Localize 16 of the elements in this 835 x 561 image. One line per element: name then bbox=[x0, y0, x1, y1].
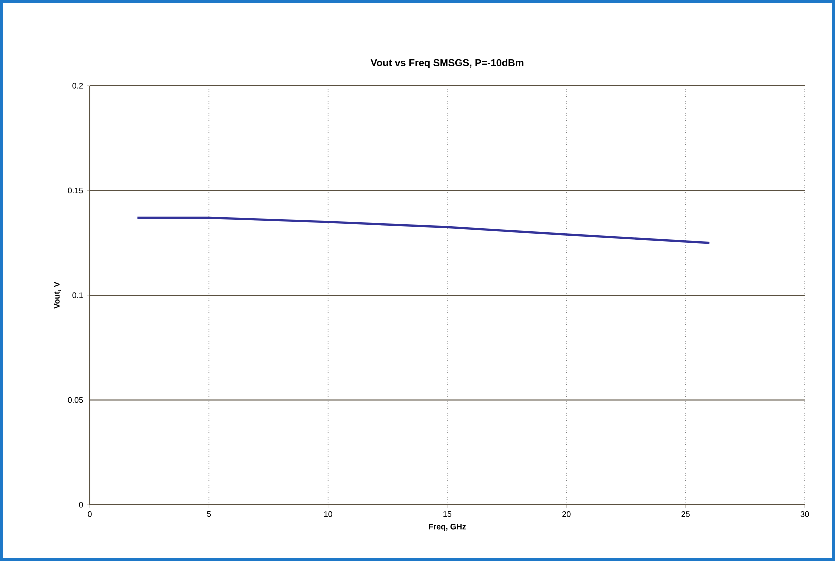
x-tick-label: 10 bbox=[324, 512, 332, 518]
x-tick-label: 15 bbox=[444, 512, 452, 518]
y-tick-label: 0.2 bbox=[72, 83, 84, 89]
y-tick-label: 0.05 bbox=[68, 397, 84, 404]
y-tick-label: 0 bbox=[79, 502, 84, 508]
y-tick-label: 0.1 bbox=[72, 292, 84, 298]
line-series bbox=[136, 216, 711, 244]
x-tick-label: 20 bbox=[562, 512, 571, 518]
x-tick-label: 5 bbox=[207, 512, 212, 518]
chart-title: Vout vs Freq SMSGS, P=-10dBm bbox=[370, 59, 524, 68]
x-tick-label: 30 bbox=[800, 512, 810, 518]
x-tick-label: 25 bbox=[682, 512, 690, 518]
x-axis-title: Freq, GHz bbox=[429, 524, 466, 532]
y-tick-label: 0.15 bbox=[68, 188, 84, 194]
x-tick-label: 0 bbox=[88, 512, 92, 518]
y-axis-title: Vout, V bbox=[54, 282, 62, 309]
